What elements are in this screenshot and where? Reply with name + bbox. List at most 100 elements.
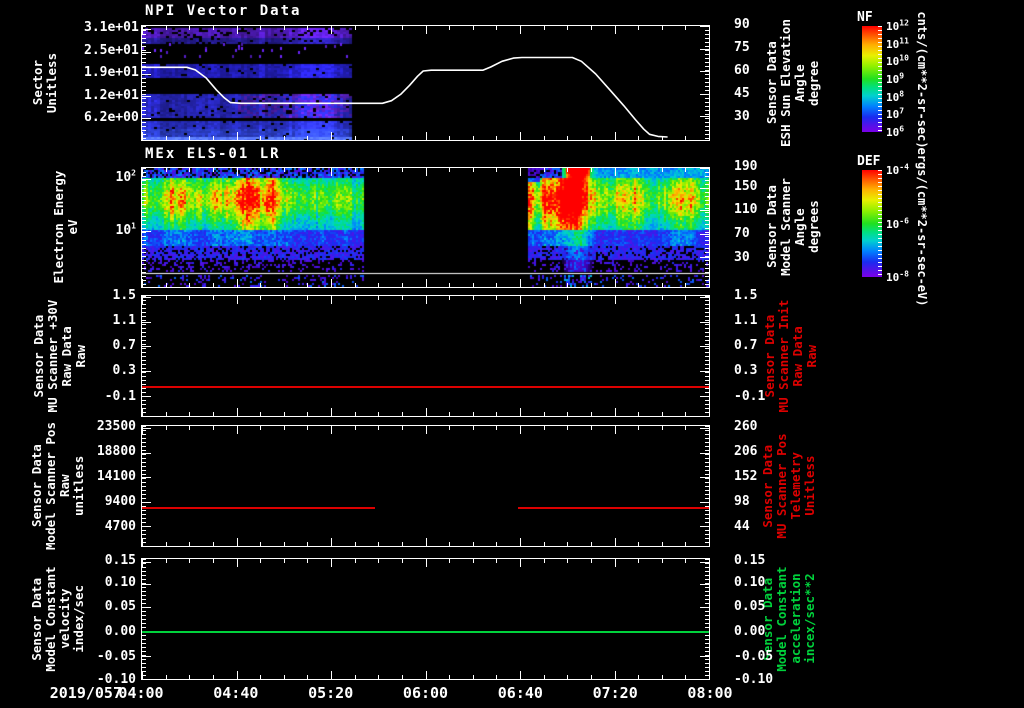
y-major-tick: [142, 52, 151, 53]
x-tick: [520, 408, 521, 416]
y-major-tick: [700, 371, 709, 372]
x-tick: [166, 296, 167, 300]
x-tick: [662, 283, 663, 287]
x-tick: [473, 283, 474, 287]
x-tick: [426, 671, 427, 679]
x-tick: [402, 542, 403, 546]
panel2-ylabel: Electron Energy eV: [51, 170, 80, 284]
x-tick: [685, 168, 686, 172]
y-minor-ticks-right: [705, 168, 709, 287]
x-tick: [449, 559, 450, 563]
x-tick: [237, 26, 238, 34]
y-tick-label: 60: [734, 63, 750, 79]
panel4-right-label: Sensor Data MU Scanner Pos Telemetry Uni…: [760, 433, 817, 539]
x-tick: [378, 412, 379, 416]
y-major-tick: [700, 396, 709, 397]
x-tick: [237, 559, 238, 567]
x-tick: [567, 675, 568, 679]
x-tick: [426, 426, 427, 434]
x-tick: [284, 283, 285, 287]
x-tick: [331, 279, 332, 287]
y-major-tick: [142, 346, 151, 347]
x-tick: [331, 168, 332, 176]
x-tick: [685, 283, 686, 287]
y-major-tick: [142, 679, 151, 680]
x-tick: [591, 559, 592, 563]
x-tick: [615, 559, 616, 567]
x-tick: [638, 296, 639, 300]
x-tick: [237, 168, 238, 176]
y-tick-label: 0.7: [112, 337, 136, 353]
x-tick: [709, 168, 710, 176]
x-tick: [591, 412, 592, 416]
els-spectrogram-panel: [141, 167, 710, 288]
x-tick: [520, 559, 521, 567]
x-tick: [402, 559, 403, 563]
y-tick-label: 206: [734, 443, 758, 459]
x-tick: [166, 559, 167, 563]
y-major-tick: [700, 257, 709, 258]
x-tick: [378, 426, 379, 430]
panel3-ylabel: Sensor Data MU Scanner +30V Raw Data Raw: [31, 299, 88, 413]
panel1-ylabel: Sector Unitless: [30, 52, 59, 114]
x-tick: [166, 136, 167, 140]
panel3-right-label: Sensor Data MU Scanner Init Raw Data Raw: [762, 299, 819, 413]
x-tick: [685, 296, 686, 300]
y-major-tick: [700, 322, 709, 323]
x-tick: [685, 26, 686, 30]
x-tick: [237, 426, 238, 434]
y-tick-label: 0.7: [734, 337, 758, 353]
y-major-tick: [142, 371, 151, 372]
x-tick: [662, 675, 663, 679]
x-tick: [142, 559, 143, 567]
y-tick-label: 190: [734, 159, 758, 174]
x-tick: [166, 26, 167, 30]
x-tick: [567, 412, 568, 416]
y-major-tick: [142, 396, 151, 397]
y-major-tick: [700, 656, 709, 657]
x-tick: [331, 559, 332, 567]
y-tick-label: 0.10: [734, 575, 766, 590]
y-minor-ticks-left: [142, 296, 146, 416]
x-tick: [426, 168, 427, 176]
x-tick: [544, 26, 545, 30]
panel1-right-label: Sensor Data ESH Sun Elevation Angle degr…: [764, 19, 821, 147]
colorbar-tick-label: 107: [886, 106, 905, 122]
x-tick: [449, 168, 450, 172]
x-tick: [189, 542, 190, 546]
x-tick: [189, 296, 190, 300]
y-tick-label: 0.15: [104, 553, 136, 569]
x-tick: [426, 538, 427, 546]
x-tick: [520, 279, 521, 287]
def-colorbar-title: DEF: [857, 154, 881, 169]
x-tick: [307, 296, 308, 300]
y-tick-label: 1.5: [112, 287, 136, 303]
x-tick: [685, 542, 686, 546]
x-tick: [496, 412, 497, 416]
y-major-tick: [700, 116, 709, 117]
x-tick: [591, 136, 592, 140]
y-minor-ticks-right: [705, 559, 709, 679]
x-tick: [213, 283, 214, 287]
x-tick: [284, 296, 285, 300]
y-minor-ticks-left: [142, 26, 146, 140]
x-tick: [307, 136, 308, 140]
y-major-tick: [700, 428, 709, 429]
x-tick: [426, 559, 427, 567]
x-tick: [496, 426, 497, 430]
x-tick: [473, 136, 474, 140]
x-tick: [331, 538, 332, 546]
x-tick: [189, 283, 190, 287]
y-major-tick: [700, 679, 709, 680]
x-tick: [355, 136, 356, 140]
y-tick-label: 30: [734, 249, 750, 265]
x-tick: [567, 168, 568, 172]
y-major-tick: [700, 453, 709, 454]
def-colorbar-units: ergs/(cm**2-sr-sec-eV): [915, 147, 929, 307]
x-tick: [166, 412, 167, 416]
x-tick: [284, 412, 285, 416]
y-tick-label: 152: [734, 468, 758, 484]
y-major-tick: [142, 502, 151, 503]
colorbar-tick-label: 1010: [886, 53, 909, 69]
x-tick: [355, 283, 356, 287]
